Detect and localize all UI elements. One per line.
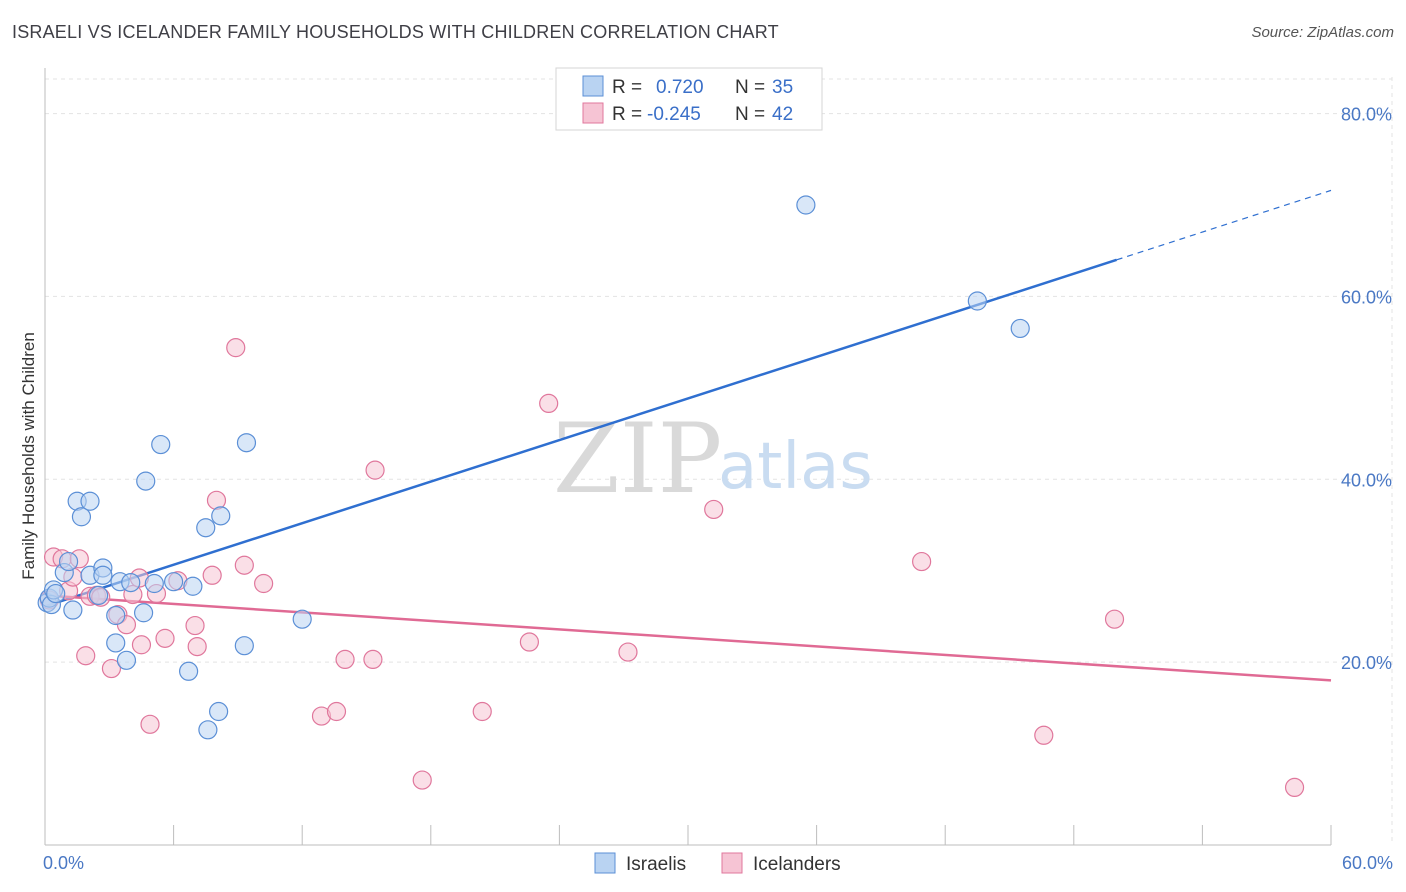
legend-bottom: Israelis Icelanders [594, 852, 841, 875]
point-icelanders [101, 658, 122, 679]
watermark: ZIP atlas [553, 403, 873, 515]
trendline-extension-israelis [1116, 189, 1332, 261]
point-icelanders [76, 646, 96, 666]
x-tick-label: 60.0% [1342, 853, 1393, 873]
x-tick-labels: 0.0% 60.0% [43, 853, 1393, 873]
point-israelis [58, 551, 79, 572]
point-icelanders [519, 632, 539, 652]
point-icelanders [472, 701, 492, 722]
watermark-zip: ZIP [553, 403, 722, 515]
point-israelis [121, 572, 141, 593]
point-israelis [1010, 318, 1030, 339]
bottom-legend-label-icelanders: Icelanders [753, 854, 841, 875]
point-israelis [106, 633, 126, 653]
y-tick-label: 20.0% [1341, 653, 1392, 673]
bottom-legend-swatch-icelanders [721, 852, 743, 874]
point-icelanders [140, 714, 160, 734]
legend-r-value-israelis: 0.720 [656, 77, 704, 98]
y-tick-labels: 20.0% 40.0% 60.0% 80.0% [1341, 105, 1392, 674]
point-israelis [198, 720, 218, 740]
watermark-atlas: atlas [718, 430, 873, 504]
point-icelanders [202, 565, 222, 585]
point-icelanders [1104, 609, 1125, 629]
point-israelis [71, 507, 92, 527]
legend-n-value-icelanders: 42 [772, 104, 793, 125]
point-israelis [88, 585, 109, 606]
point-icelanders [365, 460, 385, 480]
point-icelanders [234, 555, 254, 575]
legend-n-label-icelanders: N = [735, 104, 765, 125]
point-israelis [116, 650, 137, 670]
x-tick-label: 0.0% [43, 853, 84, 873]
point-icelanders [1284, 777, 1305, 798]
legend-r-value-icelanders: -0.245 [647, 104, 701, 125]
point-israelis [183, 576, 203, 596]
y-tick-label: 40.0% [1341, 470, 1392, 490]
axes [44, 68, 1332, 846]
data-points [37, 195, 1305, 798]
point-israelis [209, 701, 229, 722]
chart-source: Source: ZipAtlas.com [1251, 24, 1394, 41]
legend-top: R = 0.720 N = 35 R = -0.245 N = 42 [555, 67, 823, 131]
bottom-legend-swatch-israelis [594, 852, 616, 874]
legend-n-value-israelis: 35 [772, 77, 793, 98]
point-icelanders [412, 770, 432, 790]
point-israelis [196, 518, 216, 538]
point-israelis [967, 291, 987, 311]
point-icelanders [131, 635, 152, 655]
point-israelis [796, 195, 816, 215]
point-israelis [144, 573, 164, 594]
chart-title: ISRAELI VS ICELANDER FAMILY HOUSEHOLDS W… [12, 22, 779, 42]
point-israelis [46, 583, 66, 604]
point-icelanders [704, 499, 724, 520]
point-icelanders [187, 636, 207, 657]
point-israelis [234, 636, 254, 656]
point-icelanders [226, 338, 246, 358]
point-israelis [164, 572, 184, 592]
legend-n-label-israelis: N = [735, 77, 765, 98]
trendlines [44, 189, 1332, 682]
y-tick-label: 80.0% [1341, 105, 1392, 125]
point-icelanders [912, 551, 932, 572]
point-israelis [292, 609, 312, 629]
point-israelis [236, 433, 257, 453]
point-icelanders [335, 649, 355, 670]
point-icelanders [363, 649, 383, 670]
point-icelanders [539, 393, 559, 413]
point-israelis [211, 506, 231, 526]
point-israelis [80, 491, 100, 511]
legend-swatch-israelis [582, 75, 604, 97]
trendline-icelanders [44, 594, 1332, 682]
point-icelanders [185, 615, 205, 636]
bottom-legend-label-israelis: Israelis [626, 854, 686, 875]
legend-r-label-israelis: R = [612, 77, 642, 98]
point-icelanders [618, 642, 638, 662]
y-tick-label: 60.0% [1341, 287, 1392, 307]
point-israelis [106, 605, 126, 626]
point-icelanders [155, 628, 175, 648]
y-axis-label: Family Households with Children [19, 332, 38, 580]
legend-r-label-icelanders: R = [612, 104, 642, 125]
point-israelis [93, 565, 113, 585]
point-israelis [63, 600, 83, 620]
trendline-israelis [44, 258, 1118, 608]
point-israelis [151, 434, 171, 455]
point-icelanders [326, 701, 347, 722]
point-israelis [179, 661, 199, 681]
point-israelis [136, 471, 156, 491]
gridlines [45, 77, 1393, 845]
point-icelanders [254, 573, 274, 594]
point-israelis [133, 603, 154, 623]
point-icelanders [1034, 725, 1054, 745]
legend-swatch-icelanders [582, 102, 604, 124]
